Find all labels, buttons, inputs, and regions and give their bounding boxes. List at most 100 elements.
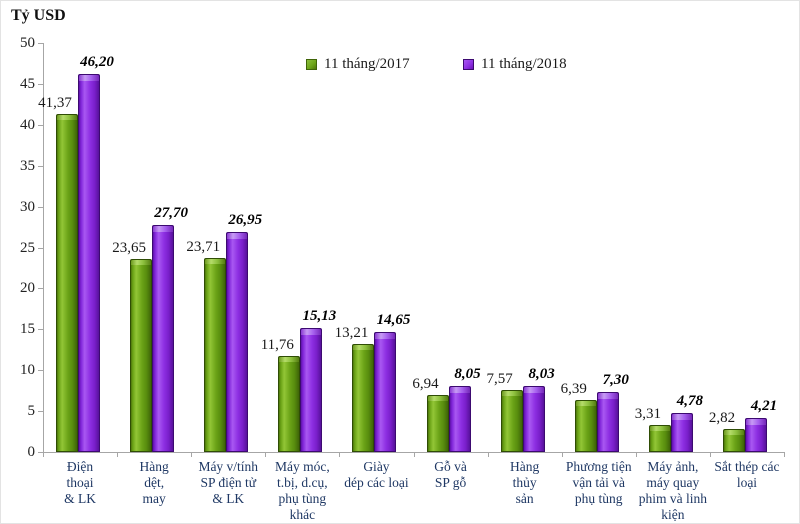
bar-2018 [152,225,175,452]
x-axis-tick [43,452,44,457]
legend-label-2018: 11 tháng/2018 [481,56,567,72]
bar-2018 [670,412,693,452]
x-axis-tick [635,452,637,457]
legend-swatch-2018-icon [463,59,474,70]
value-label-2018: 8,05 [454,366,481,383]
bar-highlight [449,387,470,394]
y-tick-label: 25 [20,239,35,256]
x-axis-tick [561,452,563,457]
value-label-2017: 6,39 [560,380,587,397]
bar-2018 [78,74,101,452]
x-axis-tick [709,452,711,457]
category-label: Máy ảnh, máy quay phim và linh kiện [638,459,707,522]
y-tick-label: 15 [20,321,35,338]
y-axis-tick [38,165,43,167]
bar-2018 [744,417,767,452]
bar-highlight [57,114,78,120]
bar-2017 [722,428,745,452]
category-label: Máy móc, t.bị, d.cụ, phụ tùng khác [274,459,330,522]
y-axis-tick [38,411,43,413]
value-label-2017: 6,94 [412,376,439,393]
y-axis-tick [38,124,43,126]
y-tick-label: 40 [20,116,35,133]
bar-2018 [226,231,249,452]
y-tick-label: 0 [27,444,36,460]
value-label-2018: 7,30 [602,372,629,389]
bar-2018 [374,332,397,452]
value-label-2018: 4,21 [750,397,778,414]
value-label-2018: 8,03 [528,366,555,383]
y-tick-label: 20 [20,280,35,297]
y-tick-label: 5 [27,403,36,420]
category-label: Gỗ và SP gỗ [434,459,467,490]
value-label-2017: 3,31 [634,405,661,422]
bar-highlight [131,259,152,265]
value-label-2017: 2,82 [708,409,736,426]
value-label-2017: 13,21 [334,324,369,341]
bar-2017 [130,258,153,452]
y-tick-label: 45 [20,75,35,92]
category-label: Sắt thép các loại [714,459,780,490]
y-tick-label: 10 [20,362,35,379]
value-label-2018: 27,70 [154,205,189,222]
bar-2017 [500,390,523,452]
bar-highlight [353,344,374,350]
x-axis-tick [487,452,489,457]
bar-2017 [278,355,301,452]
value-label-2018: 4,78 [676,392,703,409]
bar-highlight [153,226,174,233]
bar-highlight [523,387,544,394]
bar-highlight [279,356,300,362]
legend-item-2017: 11 tháng/2017 [306,56,410,73]
value-label-2018: 15,13 [302,308,337,325]
bar-highlight [745,418,766,425]
y-axis-tick [38,43,43,44]
bar-highlight [671,413,692,420]
bar-highlight [597,393,618,400]
y-tick-label: 50 [20,35,35,51]
bar-highlight [501,391,522,397]
bar-highlight [227,232,248,239]
value-label-2017: 23,71 [186,239,221,256]
bar-2017 [648,424,671,452]
value-label-2017: 11,76 [260,336,294,353]
value-label-2017: 41,37 [38,94,72,111]
bar-highlight [427,396,448,402]
legend-label-2017: 11 tháng/2017 [324,56,410,72]
y-axis-tick [38,370,43,372]
bar-highlight [723,429,744,435]
y-axis-tick [38,83,43,85]
category-label: Máy v/tính SP điện tử & LK [198,459,259,506]
y-tick-label: 35 [20,157,35,174]
legend-swatch-2017-icon [306,59,317,70]
value-label-2017: 7,57 [486,371,513,388]
category-label: Giày dép các loại [344,459,409,490]
bar-highlight [301,329,322,336]
bar-2018 [596,392,619,452]
bar-2017 [426,395,449,452]
y-axis-tick [38,288,43,290]
bar-highlight [375,333,396,340]
category-label: Hàng dệt, may [139,459,169,506]
y-axis-tick [38,452,43,453]
x-axis-tick [191,452,193,457]
x-axis-tick [117,452,119,457]
x-axis-tick [413,452,415,457]
bar-2017 [352,343,375,452]
y-axis-tick [38,247,43,249]
bar-highlight [79,75,100,82]
x-axis-tick [784,452,785,457]
value-label-2018: 14,65 [376,312,411,329]
value-label-2018: 46,20 [80,54,114,71]
y-axis-title: Tỷ USD [11,7,66,24]
bar-2017 [574,399,597,452]
bar-2018 [522,386,545,452]
bar-2018 [300,328,323,452]
bar-highlight [205,259,226,265]
x-axis-tick [265,452,267,457]
value-label-2017: 23,65 [112,239,147,256]
category-label: Phương tiện vận tải và phụ tùng [565,459,632,506]
y-axis-tick [38,206,43,208]
